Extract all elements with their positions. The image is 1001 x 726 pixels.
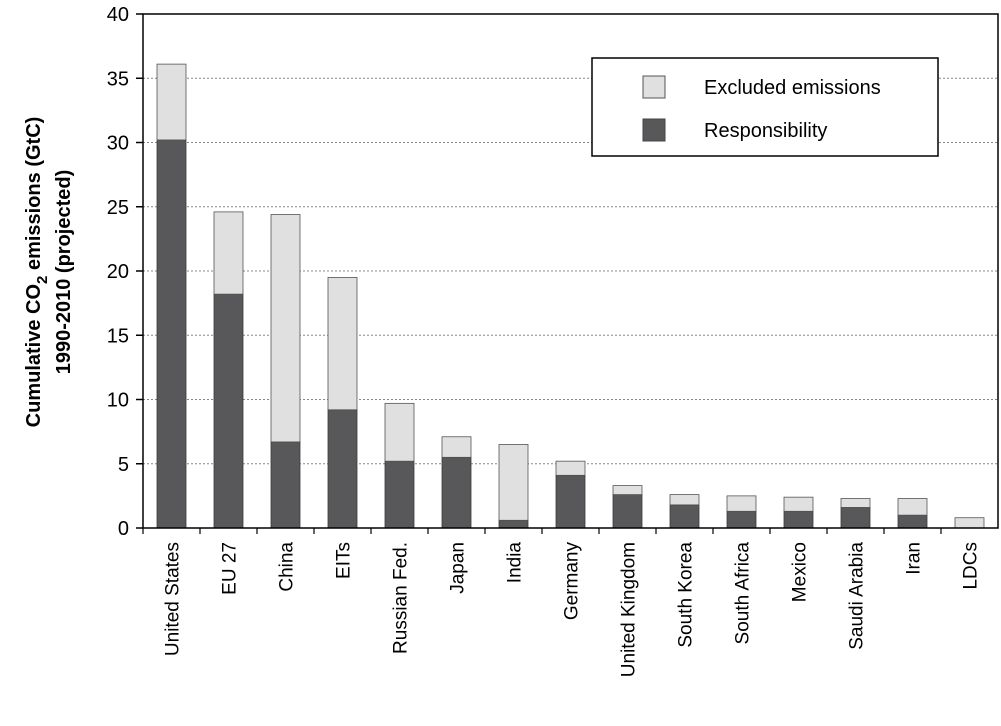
- y-tick-label: 35: [107, 68, 129, 90]
- legend-swatch-responsibility: [642, 118, 666, 142]
- x-tick-label: China: [277, 542, 298, 592]
- x-tick-label: Germany: [562, 542, 583, 621]
- bar-excluded: [726, 495, 757, 512]
- bar-responsibility: [441, 456, 472, 529]
- bar-responsibility: [897, 514, 928, 529]
- bar-responsibility: [156, 139, 187, 529]
- bar-responsibility: [783, 510, 814, 529]
- legend-label-excluded: Excluded emissions: [704, 77, 881, 99]
- x-tick-label: Saudi Arabia: [847, 542, 868, 650]
- bars: [156, 63, 985, 529]
- bar-responsibility: [327, 409, 358, 529]
- x-tick-label: Mexico: [790, 542, 811, 602]
- x-tick-label: Russian Fed.: [391, 542, 412, 654]
- bar-responsibility: [669, 504, 700, 529]
- x-tick-label: EU 27: [220, 542, 241, 595]
- bar-excluded: [555, 460, 586, 476]
- x-axis-ticks: United States EU 27 China EITs Russian Fed. J…: [142, 528, 982, 677]
- x-tick-label: United Kingdom: [619, 542, 640, 677]
- ylabel-part2: emissions (GtC): [23, 117, 45, 276]
- legend-label-responsibility: Responsibility: [704, 120, 827, 142]
- ylabel-subscript: 2: [34, 276, 51, 284]
- y-tick-label: 0: [118, 518, 129, 540]
- x-tick-label: South Africa: [733, 542, 754, 645]
- bar-excluded: [897, 498, 928, 516]
- legend-swatch-excluded: [642, 75, 666, 99]
- bar-responsibility: [270, 441, 301, 529]
- y-tick-label: 20: [107, 261, 129, 283]
- y-tick-label: 15: [107, 325, 129, 347]
- x-tick-label: LDCs: [961, 542, 982, 590]
- bar-excluded: [612, 485, 643, 495]
- bar-responsibility: [498, 519, 529, 529]
- bar-responsibility: [612, 494, 643, 529]
- y-tick-label: 25: [107, 197, 129, 219]
- y-tick-label: 30: [107, 133, 129, 155]
- bar-excluded: [156, 63, 187, 141]
- bar-responsibility: [384, 460, 415, 529]
- x-tick-label: South Korea: [676, 542, 697, 648]
- legend: Excluded emissions Responsibility: [591, 57, 939, 157]
- bar-responsibility: [726, 510, 757, 529]
- y-axis-ticks: 0 5 10 15 20 25 30 35 40: [107, 4, 143, 540]
- bar-excluded: [669, 494, 700, 506]
- x-tick-label: Iran: [904, 542, 925, 575]
- bar-excluded: [954, 517, 985, 529]
- bar-excluded: [498, 444, 529, 521]
- ylabel-part1: Cumulative CO: [23, 284, 45, 427]
- x-tick-label: Japan: [448, 542, 469, 594]
- bar-excluded: [327, 277, 358, 411]
- bar-responsibility: [213, 293, 244, 529]
- y-tick-label: 10: [107, 390, 129, 412]
- bar-excluded: [840, 498, 871, 508]
- y-axis-label-line2: 1990-2010 (projected): [53, 170, 75, 375]
- y-tick-label: 5: [118, 454, 129, 476]
- y-tick-label: 40: [107, 4, 129, 26]
- bar-responsibility: [840, 507, 871, 529]
- bar-excluded: [270, 214, 301, 443]
- y-axis-label-line1: Cumulative CO2 emissions (GtC): [23, 117, 51, 428]
- x-tick-label: EITs: [334, 542, 355, 579]
- x-tick-label: United States: [163, 542, 184, 656]
- bar-excluded: [213, 211, 244, 295]
- bar-excluded: [441, 436, 472, 458]
- bar-responsibility: [555, 474, 586, 529]
- bar-excluded: [783, 496, 814, 512]
- bar-excluded: [384, 402, 415, 462]
- x-tick-label: India: [505, 542, 526, 584]
